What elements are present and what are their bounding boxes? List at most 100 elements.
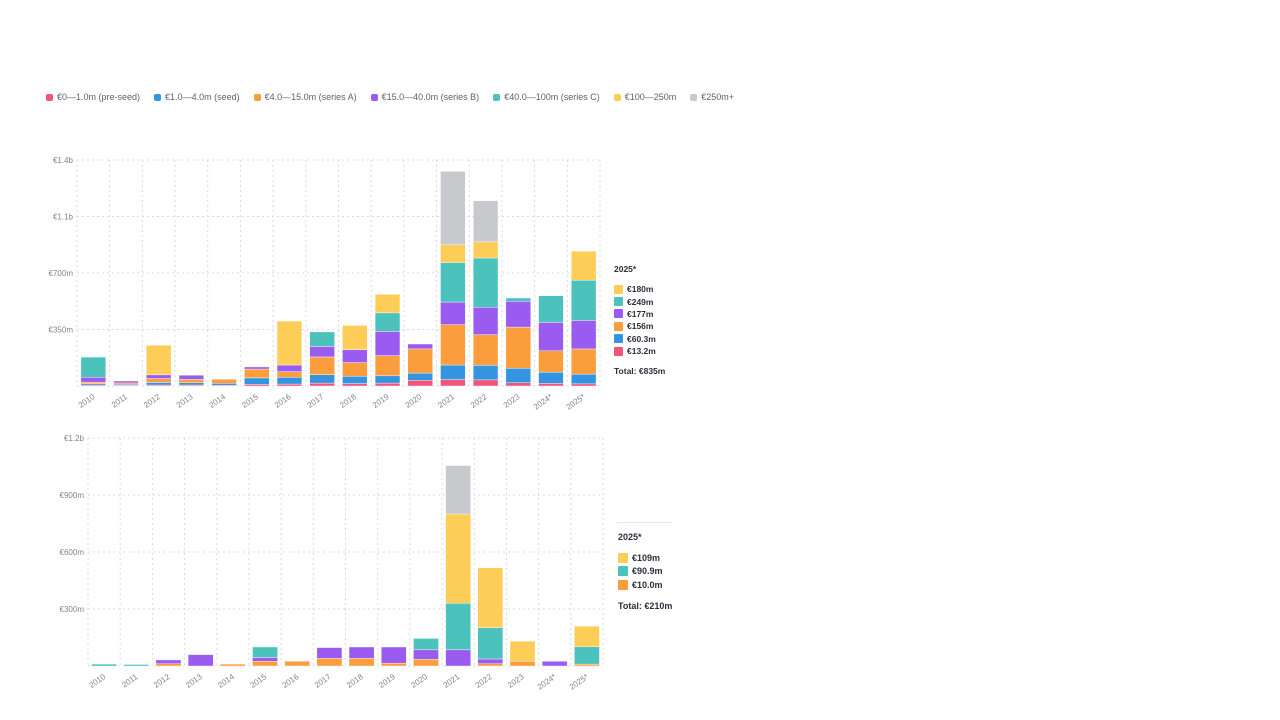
bar-segment-seriesC-2022[interactable]: [472, 257, 499, 308]
bar-segment-m100_250-2025*[interactable]: [571, 250, 597, 281]
bar-segment-preseed-2015[interactable]: [244, 384, 270, 387]
bar-segment-seed-2017[interactable]: [309, 374, 335, 384]
bar-segment-seriesB-2015[interactable]: [252, 657, 278, 662]
bar-segment-m100_250-2025*[interactable]: [574, 625, 600, 648]
bar-segment-seriesC-2025*[interactable]: [574, 646, 600, 665]
bar-segment-seriesA-2025*[interactable]: [571, 348, 597, 375]
legend-item-seed[interactable]: €1.0—4.0m (seed): [154, 92, 240, 102]
bar-segment-seriesC-2010[interactable]: [91, 663, 117, 667]
bar-segment-seed-2015[interactable]: [244, 377, 270, 385]
bar-segment-seriesA-2023[interactable]: [509, 661, 536, 667]
bar-segment-seriesA-2024*[interactable]: [538, 350, 564, 373]
bar-segment-seriesB-2019[interactable]: [381, 646, 407, 664]
bar-segment-m100_250-2022[interactable]: [472, 241, 499, 259]
bar-segment-m100_250-2021[interactable]: [440, 244, 466, 263]
bar-segment-seriesA-2017[interactable]: [309, 356, 335, 375]
bar-segment-seriesB-2010[interactable]: [80, 377, 106, 383]
bar-segment-seriesB-2022[interactable]: [477, 658, 504, 664]
bar-segment-seriesA-2022[interactable]: [477, 663, 504, 667]
bar-segment-seriesB-2019[interactable]: [374, 331, 401, 356]
bar-segment-preseed-2020[interactable]: [407, 380, 433, 387]
bar-segment-seriesA-2017[interactable]: [316, 658, 343, 667]
bar-segment-m100_250-2016[interactable]: [276, 320, 303, 366]
bar-segment-seriesB-2018[interactable]: [342, 349, 368, 363]
bar-segment-seriesA-2014[interactable]: [211, 379, 237, 384]
bar-segment-seed-2025*[interactable]: [571, 373, 597, 385]
bar-segment-seriesB-2025*[interactable]: [571, 320, 597, 350]
bar-segment-seed-2013[interactable]: [178, 382, 205, 386]
legend-item-seriesB[interactable]: €15.0—40.0m (series B): [370, 92, 479, 102]
bar-segment-seriesA-2010[interactable]: [80, 381, 106, 384]
bar-segment-seriesB-2015[interactable]: [244, 366, 270, 370]
bar-segment-seriesB-2013[interactable]: [178, 374, 205, 380]
legend-item-preseed[interactable]: €0—1.0m (pre-seed): [46, 92, 140, 102]
bar-segment-seriesC-2023[interactable]: [505, 297, 531, 302]
bar-segment-m100_250-2018[interactable]: [342, 325, 368, 350]
bar-segment-seriesC-2015[interactable]: [252, 646, 278, 658]
bar-segment-m100_250-2022[interactable]: [477, 567, 504, 628]
bar-segment-seed-2019[interactable]: [374, 375, 401, 384]
bar-segment-seriesB-2020[interactable]: [407, 343, 433, 350]
bar-segment-seriesA-2015[interactable]: [252, 661, 278, 667]
bar-segment-seriesA-2021[interactable]: [440, 324, 466, 366]
legend-item-m100_250[interactable]: €100—250m: [613, 92, 676, 102]
bar-segment-seriesA-2012[interactable]: [146, 378, 172, 383]
bar-segment-seriesA-2020[interactable]: [407, 348, 433, 374]
bar-segment-preseed-2025*[interactable]: [571, 383, 597, 387]
bar-segment-seriesC-2021[interactable]: [445, 603, 471, 651]
bar-segment-m250plus-2021[interactable]: [445, 465, 471, 515]
bar-segment-seriesA-2025*[interactable]: [574, 663, 600, 667]
bar-segment-preseed-2019[interactable]: [374, 382, 401, 387]
bar-segment-seed-2016[interactable]: [276, 377, 303, 385]
bar-segment-seed-2014[interactable]: [211, 383, 237, 386]
bar-segment-seriesB-2012[interactable]: [146, 374, 172, 379]
bar-segment-seriesA-2016[interactable]: [276, 371, 303, 378]
bar-segment-seriesA-2018[interactable]: [348, 658, 375, 667]
bar-segment-preseed-2023[interactable]: [505, 382, 531, 387]
bar-segment-preseed-2017[interactable]: [309, 382, 335, 387]
bar-segment-seriesB-2016[interactable]: [276, 364, 303, 372]
bar-segment-seriesA-2013[interactable]: [178, 379, 205, 383]
bar-segment-seriesB-2011[interactable]: [113, 380, 139, 384]
bar-segment-seriesB-2020[interactable]: [413, 649, 439, 660]
legend-item-m250plus[interactable]: €250m+: [690, 92, 734, 102]
bar-segment-seriesB-2021[interactable]: [440, 301, 466, 325]
bar-segment-seriesB-2024*[interactable]: [541, 661, 568, 667]
bar-segment-seriesC-2024*[interactable]: [538, 295, 564, 323]
bar-segment-seriesB-2018[interactable]: [348, 646, 375, 659]
bar-segment-m100_250-2012[interactable]: [146, 345, 172, 376]
bar-segment-seriesC-2011[interactable]: [123, 664, 150, 667]
bar-segment-seriesA-2018[interactable]: [342, 362, 368, 377]
bar-segment-preseed-2016[interactable]: [276, 383, 303, 387]
bar-segment-seriesA-2015[interactable]: [244, 368, 270, 379]
bar-segment-m100_250-2021[interactable]: [445, 513, 471, 604]
bar-segment-seed-2021[interactable]: [440, 364, 466, 380]
bar-segment-preseed-2022[interactable]: [472, 379, 499, 387]
bar-segment-seriesC-2017[interactable]: [309, 331, 335, 347]
bar-segment-seed-2018[interactable]: [342, 376, 368, 384]
bar-segment-seed-2024*[interactable]: [538, 371, 564, 384]
bar-segment-seriesC-2022[interactable]: [477, 627, 504, 660]
bar-segment-seriesA-2016[interactable]: [284, 661, 310, 667]
bar-segment-seriesC-2020[interactable]: [413, 638, 439, 651]
bar-segment-seed-2023[interactable]: [505, 368, 531, 383]
legend-item-seriesC[interactable]: €40.0—100m (series C): [493, 92, 600, 102]
bar-segment-preseed-2024*[interactable]: [538, 383, 564, 387]
bar-segment-seriesB-2017[interactable]: [316, 647, 343, 659]
legend-item-seriesA[interactable]: €4.0—15.0m (series A): [253, 92, 357, 102]
bar-segment-seriesC-2019[interactable]: [374, 312, 401, 332]
bar-segment-seriesA-2019[interactable]: [381, 662, 407, 667]
bar-segment-seed-2022[interactable]: [472, 365, 499, 381]
bar-segment-seriesB-2023[interactable]: [505, 301, 531, 328]
bar-segment-seriesA-2012[interactable]: [155, 663, 182, 667]
bar-segment-seriesB-2012[interactable]: [155, 659, 182, 664]
bar-segment-seriesC-2010[interactable]: [80, 356, 106, 378]
bar-segment-seed-2012[interactable]: [146, 382, 172, 386]
bar-segment-seriesB-2022[interactable]: [472, 307, 499, 335]
bar-segment-seriesB-2017[interactable]: [309, 346, 335, 358]
bar-segment-seriesA-2019[interactable]: [374, 355, 401, 377]
bar-segment-m250plus-2022[interactable]: [472, 200, 499, 243]
bar-segment-seriesA-2020[interactable]: [413, 659, 439, 667]
bar-segment-seriesC-2025*[interactable]: [571, 279, 597, 321]
bar-segment-seriesC-2021[interactable]: [440, 262, 466, 303]
